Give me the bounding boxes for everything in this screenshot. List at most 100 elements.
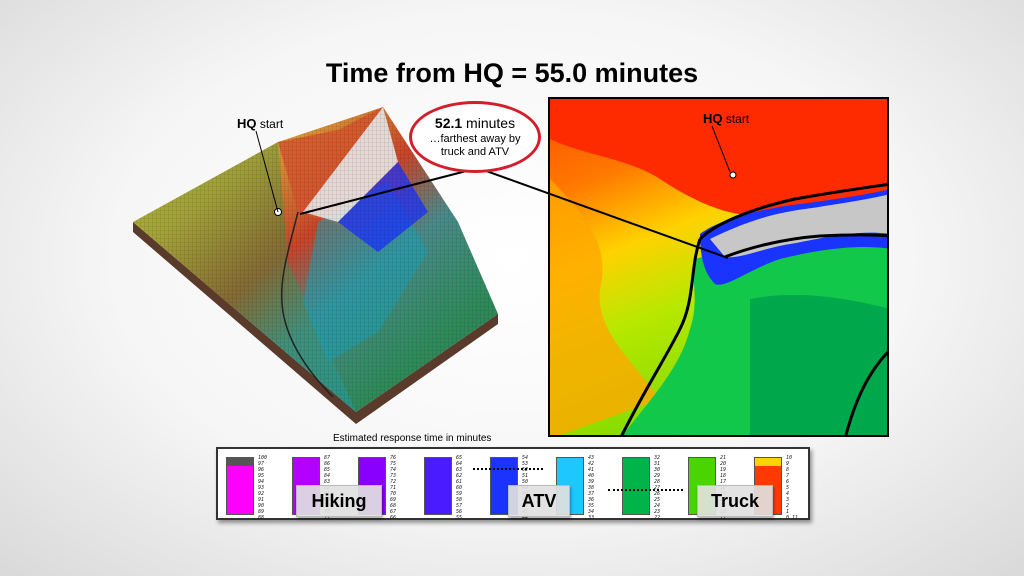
- callout-line2: truck and ATV: [440, 146, 510, 158]
- legend-number: 24: [654, 503, 661, 509]
- legend-number: 34: [588, 509, 595, 515]
- legend-number: 35: [588, 503, 595, 509]
- legend-number: 93: [258, 485, 265, 491]
- legend-number: 60: [456, 485, 463, 491]
- legend-number: 100: [258, 455, 268, 461]
- legend-number: 38: [588, 485, 595, 491]
- legend-number: 4: [786, 491, 790, 497]
- legend-number: 32: [654, 455, 661, 461]
- legend-number: 56: [456, 509, 463, 515]
- legend-number: 3: [786, 497, 790, 503]
- legend-number: 22: [654, 515, 661, 521]
- legend-number: 52: [522, 467, 529, 473]
- legend-number: 61: [456, 479, 463, 485]
- legend-number: 66: [390, 515, 397, 521]
- hq-label-3d-rest: start: [259, 117, 284, 131]
- legend-number: 75: [390, 461, 397, 467]
- legend-number: 8: [786, 467, 790, 473]
- legend-number: 96: [258, 467, 265, 473]
- legend-swatch-3: [424, 457, 452, 515]
- legend-number: 5: [786, 485, 790, 491]
- legend-number: 76: [390, 455, 397, 461]
- legend-number: 19: [720, 467, 727, 473]
- legend-number: 91: [258, 497, 265, 503]
- atv-dotted-line: [473, 468, 543, 470]
- legend-title: Estimated response time in minutes: [333, 433, 492, 444]
- legend-numbers-3: 65 64 63 62 61 60 59 58 57 56 55: [456, 455, 462, 521]
- legend-number: 9: [786, 461, 790, 467]
- farthest-callout: 52.1 minutes …farthest away by truck and…: [409, 101, 541, 173]
- mode-truck: Truck: [697, 485, 773, 517]
- legend-number: 25: [654, 497, 661, 503]
- legend-numbers-8: 10 9 8 7 6 5 4 3 2 1 0.11: [786, 455, 798, 521]
- legend-number: 59: [456, 491, 463, 497]
- legend-number: 26: [654, 491, 661, 497]
- legend-number: 1: [786, 509, 790, 515]
- legend-number: 90: [258, 503, 265, 509]
- truck-dotted-line: [608, 489, 683, 491]
- legend-number: 31: [654, 461, 661, 467]
- legend-number: 17: [720, 479, 727, 485]
- legend-number: 40: [588, 473, 595, 479]
- hq-marker-3d: [274, 208, 282, 216]
- legend-number: 6: [786, 479, 790, 485]
- legend-swatch-0: [226, 457, 254, 515]
- legend-number: 74: [390, 467, 397, 473]
- legend-number: 36: [588, 497, 595, 503]
- legend-number: 37: [588, 491, 595, 497]
- legend-number: 50: [522, 479, 529, 485]
- legend-number: 29: [654, 473, 661, 479]
- callout-unit: minutes: [466, 115, 516, 131]
- legend-swatch-6: [622, 457, 650, 515]
- legend-number: 65: [456, 455, 463, 461]
- legend-number: 20: [720, 461, 727, 467]
- hq-label-map: HQ start: [703, 111, 749, 126]
- legend-number: 63: [456, 467, 463, 473]
- legend-numbers-5: 43 42 41 40 39 38 37 36 35 34 33: [588, 455, 594, 521]
- legend-number: 70: [390, 491, 397, 497]
- legend-number: 42: [588, 461, 595, 467]
- legend-number: 94: [258, 479, 265, 485]
- mode-atv: ATV: [508, 485, 570, 517]
- legend-number: 62: [456, 473, 463, 479]
- legend-number: 85: [324, 467, 331, 473]
- callout-line1: …farthest away by: [429, 133, 521, 145]
- legend-number: 64: [456, 461, 463, 467]
- legend-number: 87: [324, 455, 331, 461]
- legend-numbers-0: 100 97 96 95 94 93 92 91 90 89 88: [258, 455, 267, 521]
- legend-number: 77: [324, 515, 331, 521]
- legend-number: 72: [390, 479, 397, 485]
- legend-number: 0.11: [786, 515, 799, 521]
- legend-number: 89: [258, 509, 265, 515]
- legend-number: 18: [720, 473, 727, 479]
- legend-number: 88: [258, 515, 265, 521]
- legend-number: 23: [654, 509, 661, 515]
- legend-number: 73: [390, 473, 397, 479]
- hq-marker-map: [729, 171, 737, 179]
- legend-number: 30: [654, 467, 661, 473]
- legend-number: 57: [456, 503, 463, 509]
- legend-number: 84: [324, 473, 331, 479]
- legend-number: 69: [390, 497, 397, 503]
- callout-value: 52.1: [434, 115, 463, 131]
- legend-number: 53: [522, 461, 529, 467]
- legend-number: 67: [390, 509, 397, 515]
- legend-number: 92: [258, 491, 265, 497]
- legend-number: 58: [456, 497, 463, 503]
- legend-number: 43: [588, 455, 595, 461]
- ridge-line: [620, 238, 702, 435]
- legend-number: 44: [522, 515, 529, 521]
- legend-number: 2: [786, 503, 790, 509]
- legend-number: 83: [324, 479, 331, 485]
- legend-number: 71: [390, 485, 397, 491]
- legend-number: 33: [588, 515, 595, 521]
- legend-number: 10: [786, 455, 793, 461]
- hq-label-3d: HQ start: [237, 116, 283, 131]
- legend-number: 55: [456, 515, 463, 521]
- legend-number: 95: [258, 473, 265, 479]
- legend-number: 28: [654, 479, 661, 485]
- hq-label-map-bold: HQ: [703, 111, 723, 126]
- travel-time-map: [548, 97, 889, 437]
- legend-number: 54: [522, 455, 529, 461]
- legend-number: 51: [522, 473, 529, 479]
